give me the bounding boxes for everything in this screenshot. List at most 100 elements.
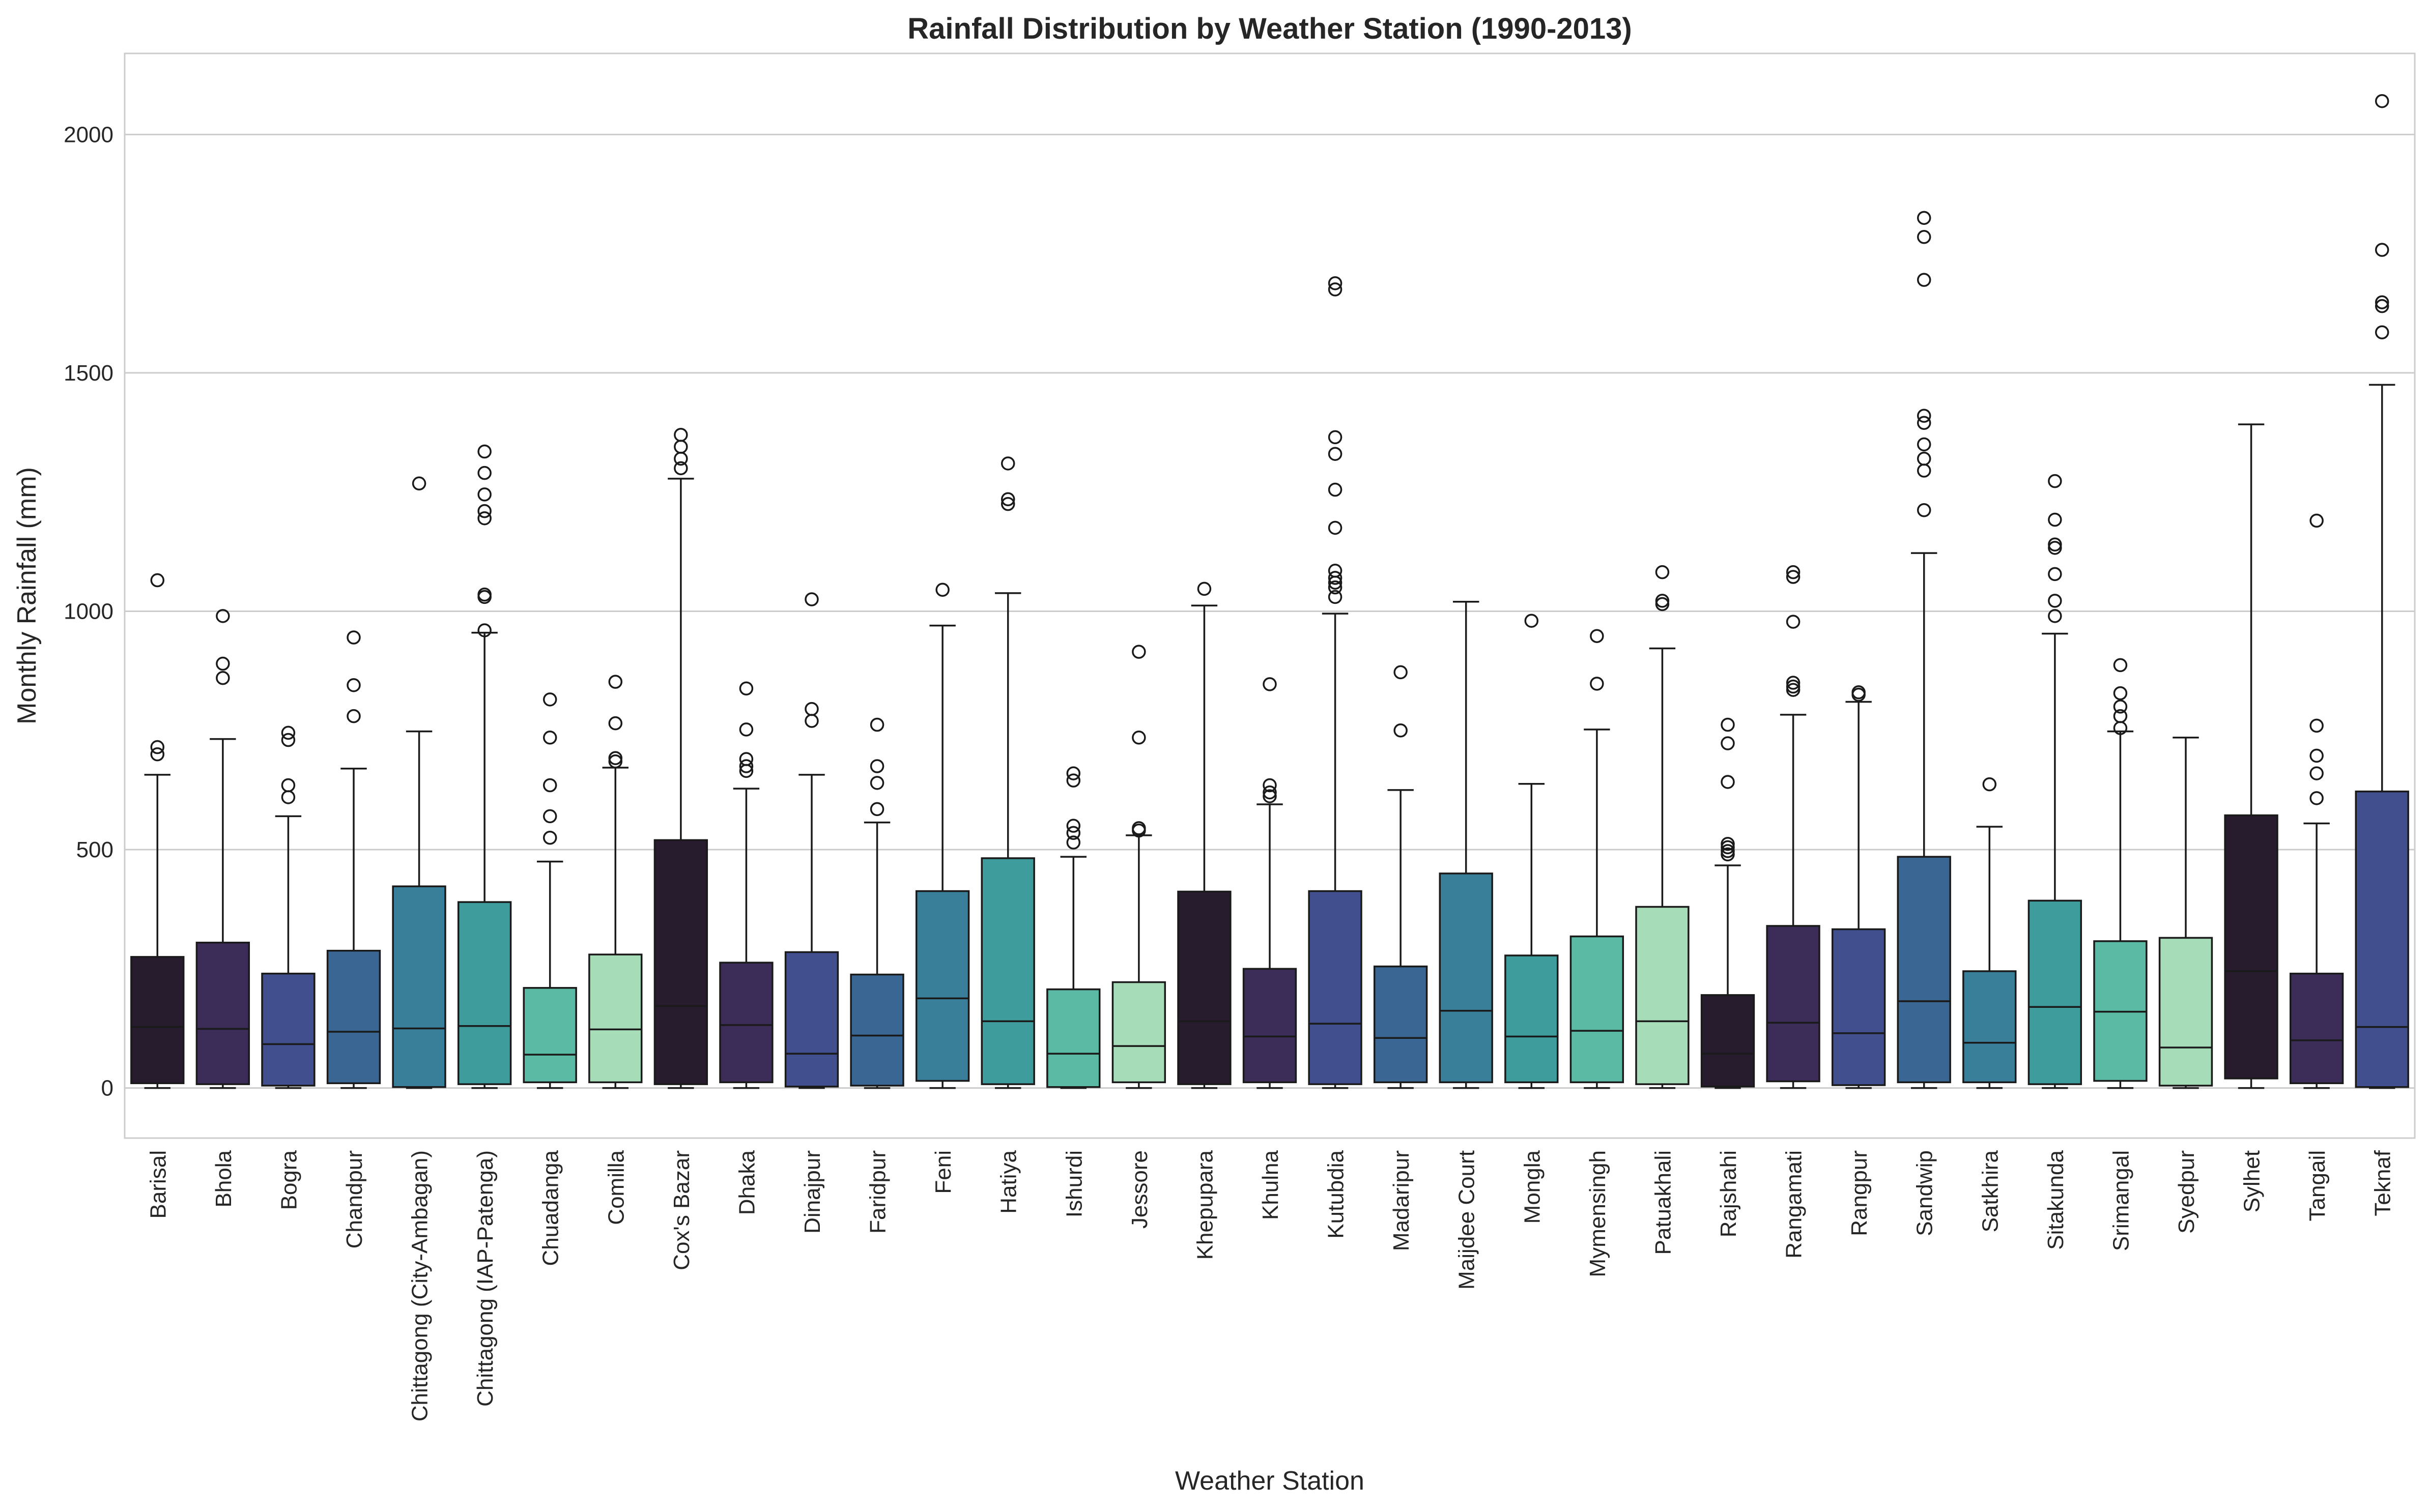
box-khepupara <box>1177 581 1232 1089</box>
outlier-bogra-3 <box>281 725 296 740</box>
plot-frame <box>124 52 2416 1139</box>
x-tick-srimangal: Srimangal <box>2108 1150 2133 1251</box>
box-barisal <box>130 573 185 1089</box>
outlier-rangpur-1 <box>1851 685 1866 700</box>
x-tick-madaripur: Madaripur <box>1389 1150 1414 1251</box>
box-rajshahi <box>1700 717 1755 1089</box>
outlier-tangail-2 <box>2309 748 2324 763</box>
outlier-sitakunda-0 <box>2048 609 2062 623</box>
box-dhaka <box>719 681 774 1089</box>
iqr-box-dinajpur <box>784 951 839 1088</box>
x-tick-sandwip: Sandwip <box>1912 1150 1937 1236</box>
iqr-box-madaripur <box>1373 965 1428 1084</box>
outlier-sitakunda-5 <box>2048 512 2062 527</box>
box-maijdee-court <box>1439 600 1493 1089</box>
outlier-ishurdi-3 <box>1066 773 1081 788</box>
x-tick-comilla: Comilla <box>604 1150 629 1225</box>
outlier-jessore-2 <box>1132 731 1146 745</box>
box-mymensingh <box>1569 629 1624 1089</box>
outlier-barisal-0 <box>150 747 165 762</box>
box-sandwip <box>1897 211 1951 1089</box>
outlier-chittagong-iap-patenga-5 <box>477 487 492 502</box>
outlier-rangamati-5 <box>1786 565 1801 579</box>
x-tick-chandpur: Chandpur <box>342 1150 367 1248</box>
y-tick-labels: 0 500 1000 1500 2000 <box>64 122 113 1100</box>
iqr-box-faridpur <box>850 973 904 1087</box>
outlier-sandwip-2 <box>1917 451 1931 466</box>
x-tick-rangpur: Rangpur <box>1847 1150 1872 1236</box>
iqr-box-maijdee-court <box>1439 873 1493 1084</box>
outlier-rangamati-4 <box>1786 570 1801 584</box>
x-tick-rajshahi: Rajshahi <box>1716 1150 1741 1237</box>
iqr-box-feni <box>915 890 970 1082</box>
iqr-box-barisal <box>130 956 185 1084</box>
boxes <box>130 94 2409 1089</box>
outlier-kutubdia-1 <box>1328 580 1342 595</box>
iqr-box-chandpur <box>326 949 381 1084</box>
box-kutubdia <box>1308 276 1362 1089</box>
outlier-tangail-4 <box>2309 513 2324 528</box>
iqr-box-jessore <box>1111 981 1166 1084</box>
x-tick-barisal: Barisal <box>146 1150 170 1219</box>
outlier-sandwip-4 <box>1917 416 1931 430</box>
iqr-box-satkhira <box>1962 970 2017 1084</box>
box-feni <box>915 583 970 1089</box>
box-mongla <box>1504 614 1559 1089</box>
y-axis-label: Monthly Rainfall (mm) <box>12 467 42 724</box>
outlier-faridpur-2 <box>870 759 884 773</box>
iqr-box-kutubdia <box>1308 890 1362 1085</box>
outlier-chittagong-city-ambagan-0 <box>412 476 426 491</box>
x-tick-maijdee-court: Maijdee Court <box>1454 1150 1479 1290</box>
outlier-rajshahi-6 <box>1721 717 1735 732</box>
outlier-dinajpur-1 <box>805 702 819 716</box>
iqr-box-syedpur <box>2158 937 2213 1087</box>
box-sylhet <box>2224 423 2278 1089</box>
y-tick-1500: 1500 <box>64 361 113 386</box>
outlier-rangamati-2 <box>1786 676 1801 690</box>
x-tick-mongla: Mongla <box>1520 1150 1545 1224</box>
outlier-chandpur-2 <box>347 630 361 645</box>
box-hatiya <box>981 456 1035 1089</box>
outlier-bhola-0 <box>216 671 230 685</box>
y-tick-2000: 2000 <box>64 122 113 147</box>
outlier-madaripur-0 <box>1393 723 1408 738</box>
outlier-mymensingh-0 <box>1590 677 1604 691</box>
outlier-rangamati-1 <box>1786 679 1801 694</box>
outlier-bhola-2 <box>216 609 230 623</box>
outlier-chittagong-iap-patenga-2 <box>477 587 492 602</box>
outlier-dinajpur-2 <box>805 592 819 606</box>
outlier-faridpur-1 <box>870 776 884 790</box>
outlier-hatiya-1 <box>1001 492 1015 506</box>
box-rangamati <box>1766 565 1820 1089</box>
box-tangail <box>2289 513 2344 1089</box>
outlier-dhaka-2 <box>739 752 754 766</box>
outlier-jessore-3 <box>1132 645 1146 659</box>
iqr-box-khulna <box>1242 968 1297 1084</box>
outlier-sandwip-0 <box>1917 503 1931 517</box>
iqr-box-khepupara <box>1177 890 1232 1085</box>
outlier-chuadanga-0 <box>542 830 557 845</box>
chart-title: Rainfall Distribution by Weather Station… <box>907 12 1632 45</box>
outlier-rajshahi-5 <box>1721 736 1735 750</box>
outlier-rajshahi-3 <box>1721 837 1735 851</box>
x-tick-patuakhali: Patuakhali <box>1650 1150 1675 1255</box>
box-rangpur <box>1831 685 1886 1089</box>
outlier-khulna-1 <box>1263 785 1277 800</box>
iqr-box-mymensingh <box>1569 935 1624 1084</box>
y-tick-1000: 1000 <box>64 599 113 624</box>
x-tick-chittagong-iap-patenga: Chittagong (IAP-Patenga) <box>473 1150 498 1407</box>
x-tick-chuadanga: Chuadanga <box>538 1150 563 1266</box>
outlier-bogra-2 <box>281 733 296 747</box>
iqr-box-bogra <box>261 972 316 1087</box>
outlier-kutubdia-9 <box>1328 282 1342 297</box>
x-tick-ishurdi: Ishurdi <box>1062 1150 1087 1217</box>
iqr-box-hatiya <box>981 857 1035 1085</box>
outlier-kutubdia-10 <box>1328 276 1342 290</box>
outlier-srimangal-1 <box>2113 709 2128 723</box>
outlier-chuadanga-4 <box>542 692 557 707</box>
outlier-kutubdia-5 <box>1328 520 1342 535</box>
iqr-box-chittagong-city-ambagan <box>392 885 446 1088</box>
outlier-barisal-2 <box>150 573 165 588</box>
x-tick-dinajpur: Dinajpur <box>800 1150 825 1234</box>
